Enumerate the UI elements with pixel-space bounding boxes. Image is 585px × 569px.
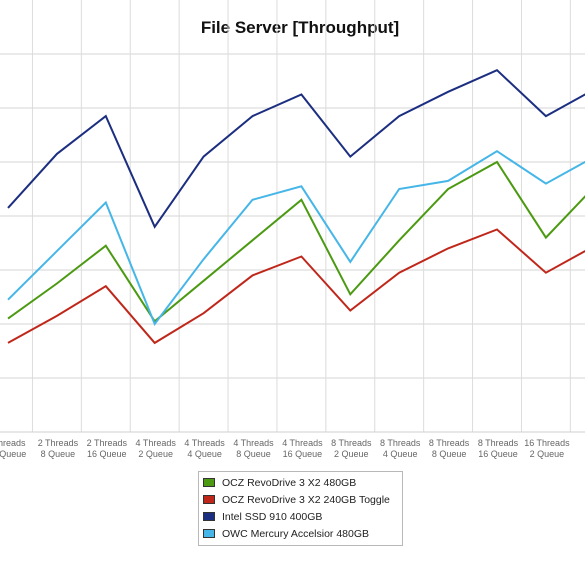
legend-item: OCZ RevoDrive 3 X2 240GB Toggle — [203, 491, 402, 508]
x-tick-label: 4 Threads 8 Queue — [233, 438, 274, 459]
legend-item: OCZ RevoDrive 3 X2 480GB — [203, 474, 402, 491]
legend-swatch — [203, 478, 215, 487]
x-tick-label: 8 Threads 4 Queue — [380, 438, 421, 459]
x-tick-label: 16 Threads 2 Queue — [524, 438, 570, 459]
series-line-1 — [7, 160, 585, 323]
legend: OCZ RevoDrive 3 X2 480GB OCZ RevoDrive 3 … — [198, 471, 403, 546]
legend-swatch — [203, 512, 215, 521]
x-tick-label: 8 Threads 8 Queue — [429, 438, 470, 459]
legend-label: OWC Mercury Accelsior 480GB — [222, 527, 370, 540]
chart-title: File Server [Throughput] — [200, 18, 400, 37]
x-tick-label: 8 Threads 16 Queue — [478, 438, 519, 459]
legend-swatch — [203, 495, 215, 504]
series-line-4 — [7, 150, 585, 327]
legend-label: OCZ RevoDrive 3 X2 240GB Toggle — [222, 493, 390, 506]
x-tick-label: 2 Threads 16 Queue — [87, 438, 128, 459]
legend-label: OCZ RevoDrive 3 X2 480GB — [222, 476, 357, 489]
x-tick-label: 8 Threads 2 Queue — [331, 438, 372, 459]
legend-swatch — [203, 529, 215, 538]
grid-lines — [0, 0, 585, 433]
series-line-2 — [7, 228, 585, 345]
legend-item: Intel SSD 910 400GB — [203, 508, 402, 525]
x-tick-label: 4 Threads 4 Queue — [184, 438, 225, 459]
x-tick-label: 2 Threads 8 Queue — [38, 438, 79, 459]
x-tick-label: 4 Threads 16 Queue — [282, 438, 323, 459]
series-lines — [7, 69, 585, 345]
legend-label: Intel SSD 910 400GB — [222, 510, 323, 523]
x-tick-label: 4 Threads 2 Queue — [136, 438, 177, 459]
series-line-3 — [7, 69, 585, 229]
legend-item: OWC Mercury Accelsior 480GB — [203, 525, 402, 542]
